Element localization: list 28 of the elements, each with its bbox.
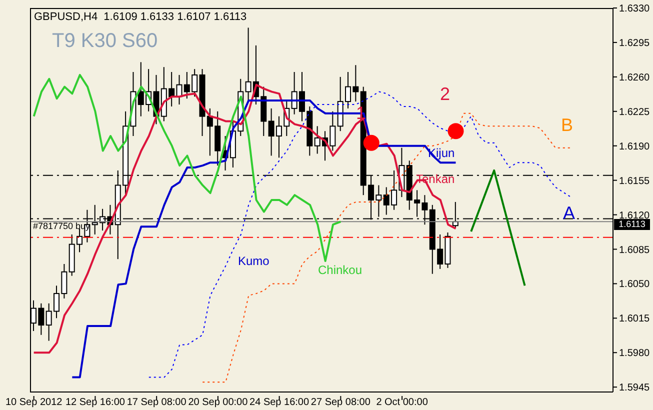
y-tick-label: 1.5980: [619, 348, 650, 360]
y-tick-label: 1.6260: [619, 72, 650, 84]
x-tick-label: 10 Sep 2012: [5, 397, 63, 408]
chart-title: GBPUSD,H4 1.6109 1.6133 1.6107 1.6113: [34, 11, 247, 23]
x-tick-label: 12 Sep 16:00: [65, 397, 126, 408]
series-label: Chinkou: [318, 263, 362, 277]
x-tick-label: 20 Sep 00:00: [188, 397, 248, 408]
annotation: 1: [356, 103, 366, 124]
y-tick-label: 1.6085: [619, 244, 650, 256]
text: T9 K30 S60: [52, 30, 158, 53]
y-tick-label: 1.6015: [619, 314, 650, 325]
y-tick-label: 1.6050: [619, 279, 650, 290]
y-tick-label: 1.6330: [619, 4, 650, 15]
annotation: 2: [440, 84, 450, 105]
y-tick-label: 1.6155: [619, 176, 650, 187]
annotation: Kumo: [238, 254, 270, 268]
y-tick-label: 1.6120: [619, 210, 650, 222]
x-tick-label: 27 Sep 08:00: [310, 397, 371, 408]
x-tick-label: 17 Sep 08:00: [126, 397, 187, 408]
y-tick-label: 1.6225: [619, 106, 650, 118]
annotation: B: [561, 115, 574, 136]
x-tick-label: 2 Oct 00:00: [376, 397, 428, 408]
y-tick-label: 1.5945: [619, 382, 650, 394]
ref-line-label: 1.6113: [614, 218, 650, 230]
x-tick-label: 24 Sep 16:00: [250, 397, 310, 408]
y-tick-label: 1.6190: [619, 141, 650, 152]
y-tick-label: 1.6295: [619, 38, 650, 50]
annotation: A: [563, 203, 576, 224]
